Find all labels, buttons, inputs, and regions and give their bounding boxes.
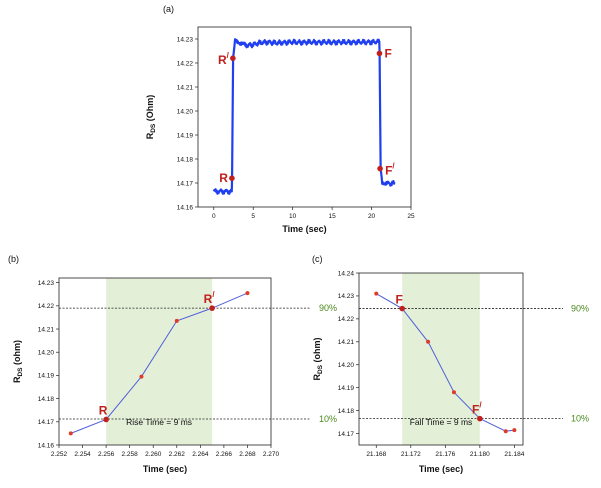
marker-point — [477, 415, 483, 422]
threshold-label: 10% — [571, 414, 589, 424]
x-tick-label: 21.172 — [401, 451, 421, 458]
marker-label: F/ — [385, 162, 395, 178]
y-axis-title: RDS (ohm) — [312, 337, 324, 380]
data-point — [426, 339, 431, 344]
data-point — [374, 291, 379, 296]
marker-point — [399, 305, 405, 312]
series-line — [70, 292, 248, 434]
x-axis-title: Time (sec) — [143, 464, 187, 474]
chart-c: (c) 21.168 21.172 21.176 21.180 21.184 14.17 14… — [312, 254, 589, 474]
data-point — [451, 390, 456, 395]
y-tick-label: 14.20 — [177, 108, 194, 115]
panel-label: (c) — [312, 254, 323, 264]
x-tick-label: 2.268 — [239, 451, 256, 458]
x-tick-label: 2.266 — [216, 451, 233, 458]
x-tick-label: 0 — [212, 213, 216, 220]
y-tick-label: 14.22 — [338, 316, 355, 323]
y-tick-label: 14.20 — [338, 362, 355, 369]
x-tick-label: 21.168 — [366, 451, 386, 458]
y-tick-label: 14.18 — [38, 396, 55, 403]
x-tick-label: 5 — [251, 213, 255, 220]
x-tick-label: 10 — [289, 213, 297, 220]
data-point — [68, 431, 73, 436]
y-tick-label: 14.17 — [338, 431, 355, 438]
y-tick-label: 14.23 — [38, 280, 55, 287]
x-tick-label: 2.262 — [169, 451, 186, 458]
x-tick-label: 21.176 — [435, 451, 455, 458]
x-axis-title: Time (sec) — [282, 224, 326, 234]
plot-frame — [58, 277, 272, 446]
y-tick-label: 14.18 — [177, 156, 194, 163]
y-tick-label: 14.22 — [38, 303, 55, 310]
panel-label: (a) — [163, 4, 174, 14]
x-axis-title: Time (sec) — [419, 464, 463, 474]
data-point — [139, 374, 144, 379]
marker-label: R — [99, 403, 108, 417]
plot-frame — [358, 272, 524, 446]
threshold-label: 10% — [319, 414, 337, 424]
plot-frame — [197, 26, 412, 208]
x-tick-label: 2.252 — [51, 451, 68, 458]
marker-label: R — [219, 171, 228, 185]
marker-point — [376, 50, 383, 57]
y-tick-label: 14.19 — [177, 132, 194, 139]
y-tick-label: 14.17 — [177, 180, 194, 187]
marker-label: F/ — [472, 401, 482, 417]
y-tick-label: 14.18 — [338, 408, 355, 415]
annotation: Fall Time = 9 ms — [410, 417, 473, 427]
y-tick-label: 14.21 — [177, 84, 194, 91]
threshold-label: 90% — [319, 303, 337, 313]
series-line — [212, 38, 396, 195]
y-tick-label: 14.16 — [177, 204, 194, 211]
marker-label: R/ — [204, 290, 216, 306]
y-tick-label: 14.19 — [38, 373, 55, 380]
y-tick-label: 14.23 — [177, 36, 194, 43]
y-tick-label: 14.23 — [338, 293, 355, 300]
marker-point — [377, 165, 383, 172]
marker-point — [230, 55, 236, 61]
marker-point — [229, 175, 235, 181]
x-tick-label: 20 — [368, 213, 376, 220]
x-tick-label: 25 — [407, 213, 415, 220]
data-point — [503, 429, 508, 434]
data-point — [174, 318, 179, 323]
data-point — [245, 291, 250, 296]
data-point — [512, 428, 517, 433]
x-tick-label: 2.256 — [98, 451, 115, 458]
y-tick-label: 14.24 — [338, 270, 355, 277]
y-tick-label: 14.19 — [338, 385, 355, 392]
y-axis-title: RDS (Ohm) — [145, 95, 157, 140]
x-tick-label: 2.254 — [74, 451, 91, 458]
x-tick-label: 21.184 — [504, 451, 524, 458]
x-tick-label: 21.180 — [470, 451, 490, 458]
shaded-region — [402, 273, 480, 445]
chart-b: (b) 2.252 2.254 2.256 2.258 2.260 2.262 2.264 2.… — [8, 254, 337, 474]
marker-label: R/ — [218, 51, 230, 67]
marker-point — [103, 416, 109, 423]
marker-label: F — [384, 46, 391, 60]
chart-a: (a) 0 5 10 15 20 25 14.16 14.17 14.18 14.19 14.20 14… — [145, 4, 415, 234]
y-tick-label: 14.17 — [38, 419, 55, 426]
marker-point — [209, 305, 215, 311]
marker-label: F — [395, 293, 402, 307]
y-tick-label: 14.16 — [38, 442, 55, 449]
x-tick-label: 2.270 — [263, 451, 280, 458]
threshold-label: 90% — [571, 304, 589, 314]
x-tick-label: 2.260 — [145, 451, 162, 458]
shaded-region — [106, 278, 213, 445]
x-tick-label: 2.258 — [122, 451, 139, 458]
annotation: Rise Time = 9 ms — [126, 417, 192, 427]
y-axis-title: RDS (ohm) — [12, 340, 24, 383]
x-tick-label: 15 — [328, 213, 336, 220]
y-tick-label: 14.20 — [38, 350, 55, 357]
x-tick-label: 2.264 — [192, 451, 209, 458]
y-tick-label: 14.21 — [338, 339, 355, 346]
panel-label: (b) — [8, 254, 19, 264]
y-tick-label: 14.21 — [38, 326, 55, 333]
y-tick-label: 14.22 — [177, 60, 194, 67]
